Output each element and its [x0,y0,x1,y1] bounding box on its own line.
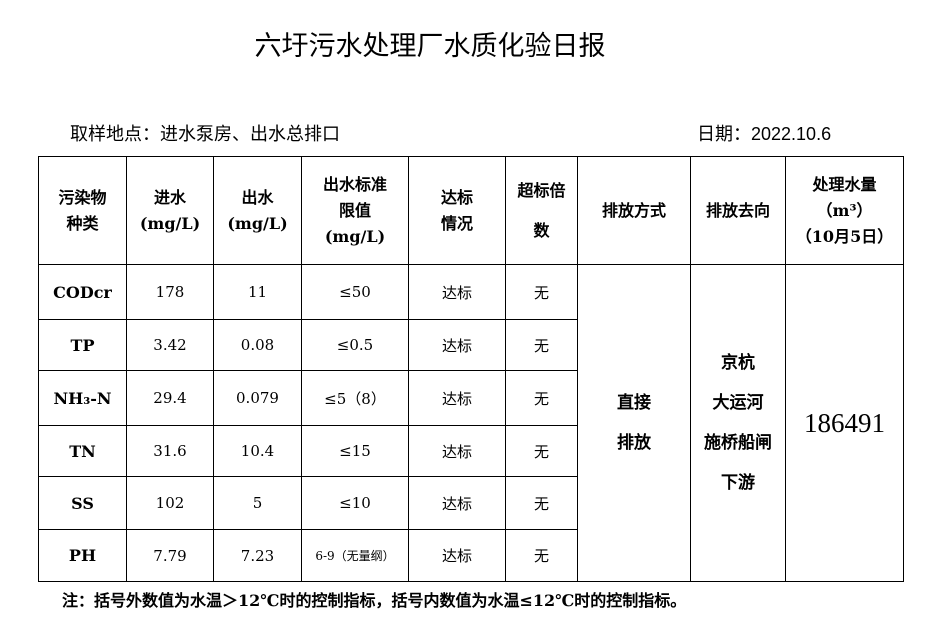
pollutant-name: PH [38,529,127,582]
table-row: SS 102 5 ≤10 达标无 [38,476,904,530]
compliance-status: 达标 [408,319,506,371]
table-row: NH₃-N 29.4 0.079 ≤5（8） 达标无 [38,370,904,426]
exceed-multiple: 无 [505,370,578,426]
sampling-location: 取样地点：进水泵房、出水总排口 [70,124,340,145]
exceed-multiple: 无 [505,476,578,530]
pollutant-name: TP [38,319,127,371]
header-exceed-multiple: 超标倍数 [517,180,566,240]
pollutant-name: NH₃-N [38,370,127,426]
discharge-dest-line: 施桥船闸 [704,433,772,453]
effluent-value: 0.079 [213,370,302,426]
footnote: 注：括号外数值为水温＞12℃时的控制指标，括号内数值为水温≤12℃时的控制指标。 [62,591,687,610]
table-row: TP 3.42 0.08 ≤0.5 达标无 [38,319,904,371]
discharge-dest-line: 京杭 [721,353,755,373]
exceed-multiple: 无 [505,319,578,371]
exceed-multiple: 无 [505,425,578,477]
standard-limit: ≤5（8） [301,370,409,426]
exceed-multiple: 无 [505,529,578,582]
influent-value: 3.42 [126,319,214,371]
header-cell: 处理水量 （m³） （10月5日） [785,156,904,265]
discharge-dest-line: 下游 [721,473,755,493]
discharge-dest-line: 大运河 [712,393,764,413]
influent-value: 102 [126,476,214,530]
discharge-method-line: 排放 [617,433,651,453]
effluent-value: 0.08 [213,319,302,371]
compliance-status: 达标 [408,264,506,320]
header-cell: 排放去向 [690,156,786,265]
header-cell: 超标倍数 [505,156,578,265]
standard-limit: ≤15 [301,425,409,477]
compliance-status: 达标 [408,425,506,477]
table-row: TN 31.6 10.4 ≤15 达标无 [38,425,904,477]
pollutant-name: SS [38,476,127,530]
discharge-method-line: 直接 [617,393,651,413]
pollutant-name: CODcr [38,264,127,320]
header-pollutant-type: 污染物种类 [58,187,107,233]
table-row: PH 7.79 7.23 6-9（无量纲） 达标无 [38,529,904,582]
header-effluent: 出水(mg/L) [227,187,288,233]
standard-limit: ≤0.5 [301,319,409,371]
effluent-value: 10.4 [213,425,302,477]
header-cell: 污染物种类 [38,156,127,265]
treated-volume: 186491 [785,264,904,582]
standard-limit: ≤50 [301,264,409,320]
compliance-status: 达标 [408,370,506,426]
effluent-value: 7.23 [213,529,302,582]
effluent-value: 5 [213,476,302,530]
header-influent: 进水(mg/L) [139,187,201,233]
header-compliance: 达标情况 [441,187,474,233]
header-cell: 排放方式 [577,156,691,265]
influent-value: 31.6 [126,425,214,477]
header-cell: 达标情况 [408,156,506,265]
water-quality-table: 污染物种类 进水(mg/L) 出水(mg/L) 出水标准 限值 (mg/L) 达标情… [38,156,904,582]
header-cell: 进水(mg/L) [126,156,214,265]
discharge-destination: 京杭大运河施桥船闸下游 [690,264,786,582]
report-title: 六圩污水处理厂水质化验日报 [254,31,606,62]
exceed-multiple: 无 [505,264,578,320]
standard-limit: ≤10 [301,476,409,530]
influent-value: 178 [126,264,214,320]
discharge-method: 直接 排放 [577,264,691,582]
header-cell: 出水标准 限值 (mg/L) [301,156,409,265]
influent-value: 29.4 [126,370,214,426]
report-date: 日期：2022.10.6 [697,124,832,144]
standard-limit: 6-9（无量纲） [301,529,409,582]
effluent-value: 11 [213,264,302,320]
header-cell: 出水(mg/L) [213,156,302,265]
influent-value: 7.79 [126,529,214,582]
pollutant-name: TN [38,425,127,477]
compliance-status: 达标 [408,476,506,530]
compliance-status: 达标 [408,529,506,582]
table-row: CODcr 178 11 ≤50 达标无直接 排放 京杭 大运河 施桥船闸 下游 186491 [38,264,904,582]
header-row: 污染物种类 进水(mg/L) 出水(mg/L) 出水标准 限值 (mg/L) 达标情… [38,156,904,265]
